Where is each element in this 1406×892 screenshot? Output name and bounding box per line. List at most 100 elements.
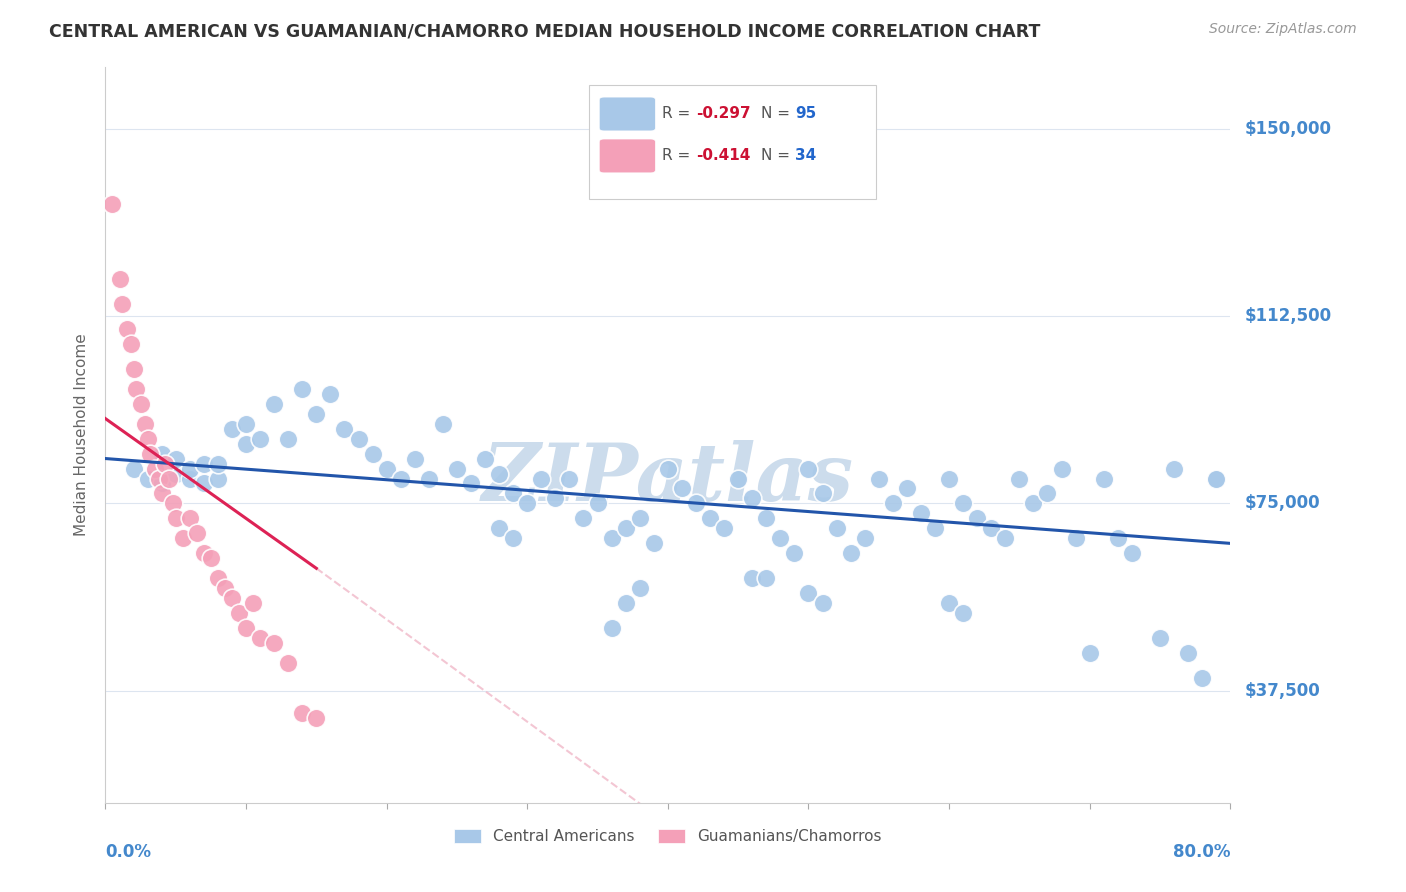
Point (853, 532, 876, 546)
Point (811, 596, 834, 610)
Text: ZIPatlas: ZIPatlas (482, 441, 853, 517)
Point (179, 511, 201, 525)
Text: 80.0%: 80.0% (1173, 843, 1230, 862)
Point (966, 511, 988, 525)
Point (148, 471, 170, 485)
Point (249, 631, 271, 645)
Point (179, 461, 201, 475)
Point (474, 451, 496, 466)
Point (418, 471, 440, 485)
Point (910, 507, 932, 521)
Point (882, 496, 904, 510)
Text: -0.297: -0.297 (696, 106, 751, 120)
Point (1177, 646, 1199, 660)
Point (389, 471, 412, 485)
Point (868, 471, 890, 485)
Text: 34: 34 (794, 148, 817, 162)
Point (263, 636, 285, 650)
Point (221, 422, 243, 436)
Point (544, 491, 567, 506)
Point (952, 496, 974, 510)
Point (586, 496, 609, 510)
Point (134, 417, 156, 431)
Point (811, 486, 834, 500)
Point (162, 496, 184, 510)
Point (125, 382, 148, 396)
Point (193, 546, 215, 560)
Point (1121, 546, 1143, 560)
Point (186, 526, 208, 541)
Point (207, 471, 229, 485)
Point (122, 361, 145, 376)
Point (502, 532, 524, 546)
Point (1191, 671, 1213, 685)
Point (671, 482, 693, 496)
Point (614, 521, 637, 535)
Y-axis label: Median Household Income: Median Household Income (75, 334, 90, 536)
Text: 0.0%: 0.0% (105, 843, 152, 862)
Point (165, 467, 187, 481)
Point (157, 471, 180, 485)
Point (1050, 461, 1073, 475)
Point (713, 521, 735, 535)
Point (783, 546, 806, 560)
Point (839, 546, 862, 560)
Point (228, 606, 250, 620)
Point (741, 571, 763, 585)
Point (614, 596, 637, 610)
Point (685, 496, 707, 510)
Point (305, 711, 328, 725)
Point (361, 446, 384, 460)
Point (165, 511, 187, 525)
Point (980, 521, 1002, 535)
Point (1092, 471, 1115, 485)
FancyBboxPatch shape (589, 86, 876, 200)
Point (179, 471, 201, 485)
Point (129, 397, 152, 411)
Point (108, 272, 131, 286)
Point (242, 596, 264, 610)
Point (404, 451, 426, 466)
Point (291, 706, 314, 720)
Point (111, 297, 134, 311)
Point (277, 432, 299, 446)
Point (263, 397, 285, 411)
Point (1078, 646, 1101, 660)
Point (643, 536, 665, 550)
Point (1036, 486, 1059, 500)
FancyBboxPatch shape (599, 139, 655, 173)
Point (143, 461, 166, 475)
Point (628, 581, 651, 595)
Point (150, 486, 173, 500)
Text: Source: ZipAtlas.com: Source: ZipAtlas.com (1209, 22, 1357, 37)
Point (1149, 631, 1171, 645)
Point (769, 532, 792, 546)
Point (1163, 461, 1185, 475)
Point (136, 432, 159, 446)
Point (825, 521, 848, 535)
Point (797, 461, 820, 475)
Point (938, 596, 960, 610)
Point (1205, 471, 1227, 485)
Point (797, 586, 820, 600)
Point (502, 486, 524, 500)
Point (699, 511, 721, 525)
Point (460, 476, 482, 491)
Point (741, 491, 763, 506)
Point (952, 606, 974, 620)
Text: R =: R = (662, 106, 696, 120)
Point (333, 422, 356, 436)
Point (235, 621, 257, 635)
Legend: Central Americans, Guamanians/Chamorros: Central Americans, Guamanians/Chamorros (447, 822, 889, 850)
Point (1022, 496, 1045, 510)
Point (488, 467, 510, 481)
Point (516, 496, 538, 510)
Point (600, 621, 623, 635)
Point (207, 457, 229, 471)
Point (221, 591, 243, 606)
Point (347, 432, 370, 446)
Point (115, 322, 138, 336)
Point (572, 511, 595, 525)
Point (628, 511, 651, 525)
Point (446, 461, 468, 475)
